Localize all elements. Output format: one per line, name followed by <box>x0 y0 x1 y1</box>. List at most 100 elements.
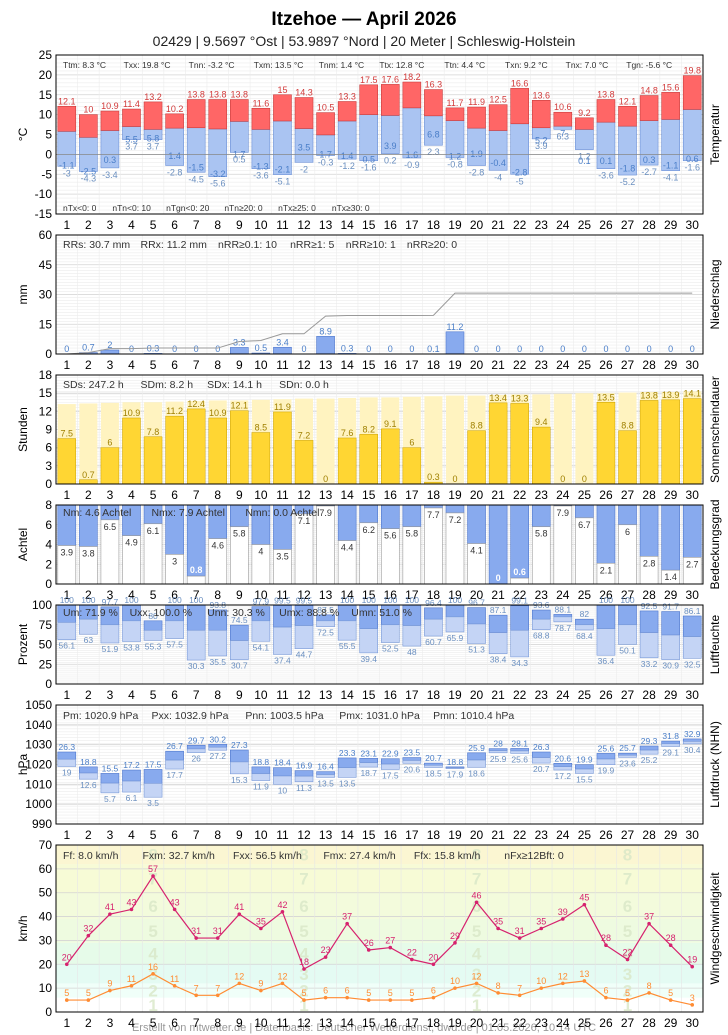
tmin-label: -1.1 <box>663 161 679 171</box>
pressure-max-label: 29.3 <box>641 736 658 746</box>
cloud-cover-label: 1.4 <box>664 572 677 582</box>
beaufort-label: 8 <box>472 846 481 865</box>
mean-wind-label: 7 <box>517 983 522 993</box>
tmax-label: 10.2 <box>166 104 184 114</box>
stats-label: Ttm: 8.3 °C <box>63 60 106 70</box>
stats-label: nTx<0: 0 <box>63 203 97 213</box>
x-tick-label: 15 <box>362 688 376 702</box>
humidity-max-label: 91.7 <box>662 602 679 612</box>
sunshine-bar <box>639 400 659 485</box>
x-tick-label: 28 <box>642 688 656 702</box>
stats-label: RRs: 30.7 mm <box>63 239 130 251</box>
precip-label: 11.2 <box>447 322 464 332</box>
x-tick-label: 6 <box>171 688 178 702</box>
stats-label: Pnn: 1003.5 hPa <box>245 710 323 722</box>
cloud-cover-bar <box>596 504 616 564</box>
gust-point <box>410 957 414 962</box>
x-tick-label: 10 <box>254 588 268 602</box>
x-tick-label: 29 <box>664 218 678 232</box>
tmax-bar <box>122 108 141 127</box>
gust-point <box>172 907 177 912</box>
gust-point <box>64 962 69 967</box>
humidity-max-label: 96.4 <box>425 598 442 608</box>
pressure-max-label: 15.5 <box>102 763 119 773</box>
sunshine-label: 13.8 <box>640 390 658 400</box>
sunshine-label: 6 <box>409 438 414 448</box>
gust-label: 35 <box>256 917 266 927</box>
tmax-bar <box>143 101 163 130</box>
pressure-lower-bar <box>467 759 486 768</box>
gust-label: 19 <box>687 955 697 965</box>
y-tick-label: 4 <box>45 538 52 552</box>
x-tick-label: 18 <box>427 358 441 372</box>
precip-label: 0 <box>409 344 414 354</box>
x-tick-label: 9 <box>236 588 243 602</box>
tmax-bar <box>337 101 357 122</box>
cloud-cover-label: 6 <box>625 527 630 537</box>
tmean-label: -1.6 <box>361 163 377 173</box>
y-tick-label: 10 <box>39 981 53 995</box>
x-tick-label: 14 <box>340 1016 354 1030</box>
humidity-min-label: 63 <box>84 635 94 645</box>
humidity-min-label: 30.3 <box>188 661 205 671</box>
panel-border <box>55 504 704 585</box>
sunshine-label: 13.5 <box>597 392 615 402</box>
humidity-lower-bar <box>639 632 659 659</box>
precip-label: 0 <box>690 344 695 354</box>
precip-bar <box>273 346 292 355</box>
pressure-upper-bar <box>208 743 228 748</box>
x-tick-label: 25 <box>578 488 592 502</box>
cloud-cover-label: 6.7 <box>578 520 591 530</box>
tmax-label: 14.3 <box>295 88 313 98</box>
gust-label: 35 <box>493 917 503 927</box>
humidity-side-label: Luftfeuchte <box>708 614 722 674</box>
pressure-upper-bar <box>488 748 508 752</box>
humidity-max-label: 100 <box>405 595 419 605</box>
sunshine-label: 7.2 <box>298 430 311 440</box>
humidity-upper-bar <box>553 614 573 618</box>
x-tick-label: 7 <box>193 488 200 502</box>
humidity-min-label: 44.7 <box>296 650 313 660</box>
mean-wind-point <box>496 991 500 995</box>
stats-label: SDm: 8.2 h <box>141 379 194 391</box>
cloud-cover-bar <box>618 504 637 526</box>
humidity-min-label: 37.4 <box>274 655 291 665</box>
x-tick-label: 24 <box>556 1016 570 1030</box>
x-tick-label: 15 <box>362 828 376 842</box>
humidity-max-label: 97.7 <box>102 597 119 607</box>
stats-label: Nmx: 7.9 Achtel <box>151 507 225 519</box>
beaufort-label: 7 <box>472 869 481 888</box>
cloud-cover-label: 5.8 <box>535 529 548 539</box>
gust-point <box>366 948 371 952</box>
pressure-upper-bar <box>251 766 271 775</box>
pressure-lower-bar <box>639 749 659 755</box>
mean-wind-point <box>517 993 522 998</box>
tmin-label: -1.8 <box>620 164 636 174</box>
precipitation-side-label: Niederschlag <box>708 259 722 329</box>
gust-point <box>388 945 393 950</box>
mean-wind-point <box>108 988 112 993</box>
stats-label: SDn: 0.0 h <box>279 379 329 391</box>
sunshine-bar <box>381 428 400 485</box>
stats-label: nFx≥12Bft: 0 <box>504 850 564 862</box>
gust-point <box>647 921 651 926</box>
y-tick-label: 3 <box>45 459 52 473</box>
x-tick-label: 6 <box>171 488 178 502</box>
pressure-max-label: 25.7 <box>619 743 636 753</box>
pressure-max-label: 17.5 <box>145 759 162 769</box>
tmax-label: 18.2 <box>403 72 421 82</box>
mean-wind-point <box>194 993 198 998</box>
tmax-label: 15 <box>277 85 287 95</box>
cloud-cover-label: 4.6 <box>211 541 224 551</box>
x-tick-label: 22 <box>513 488 527 502</box>
x-tick-label: 9 <box>236 488 243 502</box>
sunshine-label: 7.6 <box>341 428 354 438</box>
y-tick-label: 18 <box>39 368 53 382</box>
x-tick-label: 12 <box>297 488 311 502</box>
gust-label: 22 <box>623 948 633 958</box>
x-tick-label: 23 <box>535 488 549 502</box>
x-tick-label: 13 <box>319 488 333 502</box>
panel-border <box>55 604 704 685</box>
tmax-bar <box>208 99 228 130</box>
humidity-max-label: 100 <box>340 595 354 605</box>
